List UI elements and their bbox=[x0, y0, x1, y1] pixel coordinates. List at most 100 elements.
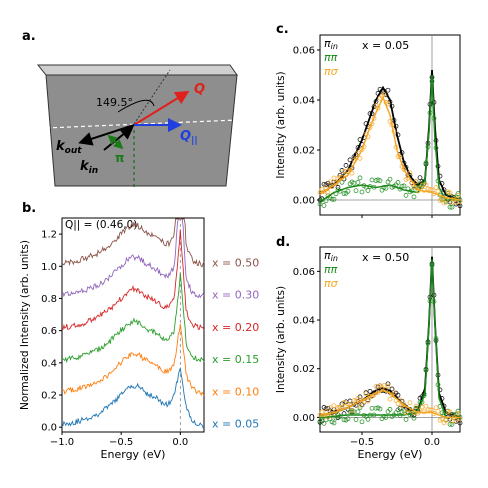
panel-c-data-point bbox=[429, 78, 435, 84]
panel-d-data-point bbox=[403, 417, 409, 422]
panel-c-ytick-label: 0.06 bbox=[293, 46, 315, 57]
panel-c-data-point bbox=[385, 101, 391, 106]
panel-d-data-point bbox=[421, 393, 427, 398]
panel-c-data-point bbox=[457, 199, 463, 205]
panel-d-data-point bbox=[433, 405, 439, 411]
panel-d-data-point bbox=[447, 409, 453, 415]
panel-d-data-point bbox=[347, 398, 353, 404]
panel-d-data-point bbox=[327, 405, 333, 411]
panel-d-data-point bbox=[435, 408, 441, 414]
Qpar-vector-label: Q|| bbox=[180, 129, 198, 146]
panel-c-data-point bbox=[389, 122, 395, 128]
panel-c-fit-line bbox=[320, 95, 461, 201]
panel-b-ytick-label: 0.0 bbox=[41, 423, 57, 434]
panel-b-xtick-label: −0.5 bbox=[109, 437, 133, 448]
panel-d-fit-line bbox=[320, 259, 460, 419]
panel-d-data-point bbox=[411, 415, 417, 421]
panel-c-data-point bbox=[365, 134, 371, 140]
panel-c-data-point bbox=[353, 188, 359, 194]
panel-d-data-point bbox=[325, 414, 331, 420]
panel-c-data-point bbox=[371, 116, 377, 121]
panel-c-data-point bbox=[409, 188, 415, 194]
panel-c-data-point bbox=[347, 157, 353, 163]
angle-label: 149.5° bbox=[96, 96, 133, 109]
panel-b-ytick-label: 0.4 bbox=[41, 358, 57, 369]
panel-c-axes-frame bbox=[319, 34, 461, 216]
panel-d-data-point bbox=[371, 412, 377, 418]
panel-c-ytick-label: 0.04 bbox=[293, 96, 315, 107]
panel-d-data-point bbox=[385, 383, 391, 389]
panel-d-data-point bbox=[457, 416, 463, 422]
panel-b-series-line bbox=[61, 218, 205, 268]
panel-c-data-point bbox=[367, 125, 373, 130]
panel-d-data-point bbox=[387, 396, 393, 402]
panel-d-data-point bbox=[445, 409, 451, 414]
panel-c-data-point bbox=[361, 144, 367, 150]
panel-d-data-point bbox=[397, 413, 403, 418]
panel-c-data-point bbox=[331, 196, 337, 202]
panel-b-series-label: x = 0.10 bbox=[212, 385, 259, 398]
panel-b-series-line bbox=[61, 366, 205, 429]
panel-d-data-point bbox=[349, 409, 355, 415]
panel-d-data-point bbox=[355, 409, 361, 415]
panel-c-data-point bbox=[449, 204, 455, 210]
panel-d-data-point bbox=[341, 400, 347, 405]
panel-d-data-point bbox=[437, 404, 443, 409]
panel-c-data-point bbox=[335, 185, 341, 190]
panel-c-data-point bbox=[439, 196, 445, 202]
panel-c-data-point bbox=[401, 167, 407, 172]
polarization-label: π bbox=[115, 151, 125, 165]
panel-c-data-point bbox=[417, 175, 423, 181]
panel-b-annotation: Q|| = (0.46,0) bbox=[65, 219, 137, 231]
panel-d-data-point bbox=[395, 392, 401, 398]
panel-d-data-point bbox=[355, 395, 361, 401]
panel-d-data-point bbox=[345, 416, 351, 422]
panel-c-data-point bbox=[391, 128, 397, 134]
panel-c-data-point bbox=[333, 191, 339, 197]
panel-b-series-line bbox=[61, 323, 205, 397]
panel-c-data-point bbox=[355, 180, 361, 185]
panel-c-data-point bbox=[329, 184, 335, 190]
panel-c-data-point bbox=[433, 145, 439, 151]
panel-d-legend-label: πin bbox=[324, 249, 338, 263]
panel-b-xlabel: Energy (eV) bbox=[101, 448, 166, 461]
panel-b-xtick-label: 0.0 bbox=[172, 437, 188, 448]
panel-d-data-point bbox=[337, 414, 343, 419]
panel-d-data-point bbox=[423, 368, 429, 373]
polarization-arrow-back bbox=[109, 136, 124, 150]
panel-c-ytick-label: 0.00 bbox=[293, 196, 315, 207]
panel-c-data-point bbox=[379, 187, 385, 193]
panel-d-data-point bbox=[323, 417, 329, 423]
Q-vector-label: Q bbox=[194, 82, 205, 97]
panel-d-data-point bbox=[443, 417, 449, 423]
kin-dotted-line bbox=[133, 69, 171, 125]
panel-d-data-point bbox=[369, 405, 375, 411]
panel-c-ytick-label: 0.02 bbox=[293, 146, 315, 157]
kin-vector-label: kin bbox=[80, 159, 98, 176]
panel-c-data-point bbox=[337, 175, 343, 180]
panel-d-data-point bbox=[433, 336, 439, 341]
panel-c-data-point bbox=[427, 187, 433, 192]
panel-b-series-label: x = 0.50 bbox=[212, 257, 259, 270]
panel-c-data-point bbox=[439, 181, 445, 186]
panel-d-data-point bbox=[347, 402, 353, 408]
panel-d-data-point bbox=[417, 399, 423, 405]
panel-c-data-point bbox=[337, 188, 343, 194]
panel-c-data-point bbox=[399, 183, 405, 189]
panel-c-data-point bbox=[407, 170, 413, 176]
panel-d-data-point bbox=[317, 419, 323, 424]
panel-b-ytick-label: 0.2 bbox=[41, 390, 57, 401]
panel-c-data-point bbox=[355, 150, 361, 156]
panel-c-annotation: x = 0.05 bbox=[362, 39, 409, 52]
panel-c-data-point bbox=[393, 144, 399, 150]
panel-c-data-point bbox=[329, 196, 335, 202]
panel-d-data-point bbox=[357, 405, 363, 411]
panel-c-data-point bbox=[421, 179, 427, 184]
panel-c-data-point bbox=[345, 188, 351, 194]
panel-b-series-line bbox=[61, 229, 205, 331]
panel-d-data-point bbox=[385, 381, 391, 387]
panel-c-data-point bbox=[323, 185, 329, 191]
panel-c-data-point bbox=[455, 193, 461, 198]
panel-d-data-point bbox=[329, 410, 335, 416]
panel-d-data-point bbox=[331, 403, 337, 409]
